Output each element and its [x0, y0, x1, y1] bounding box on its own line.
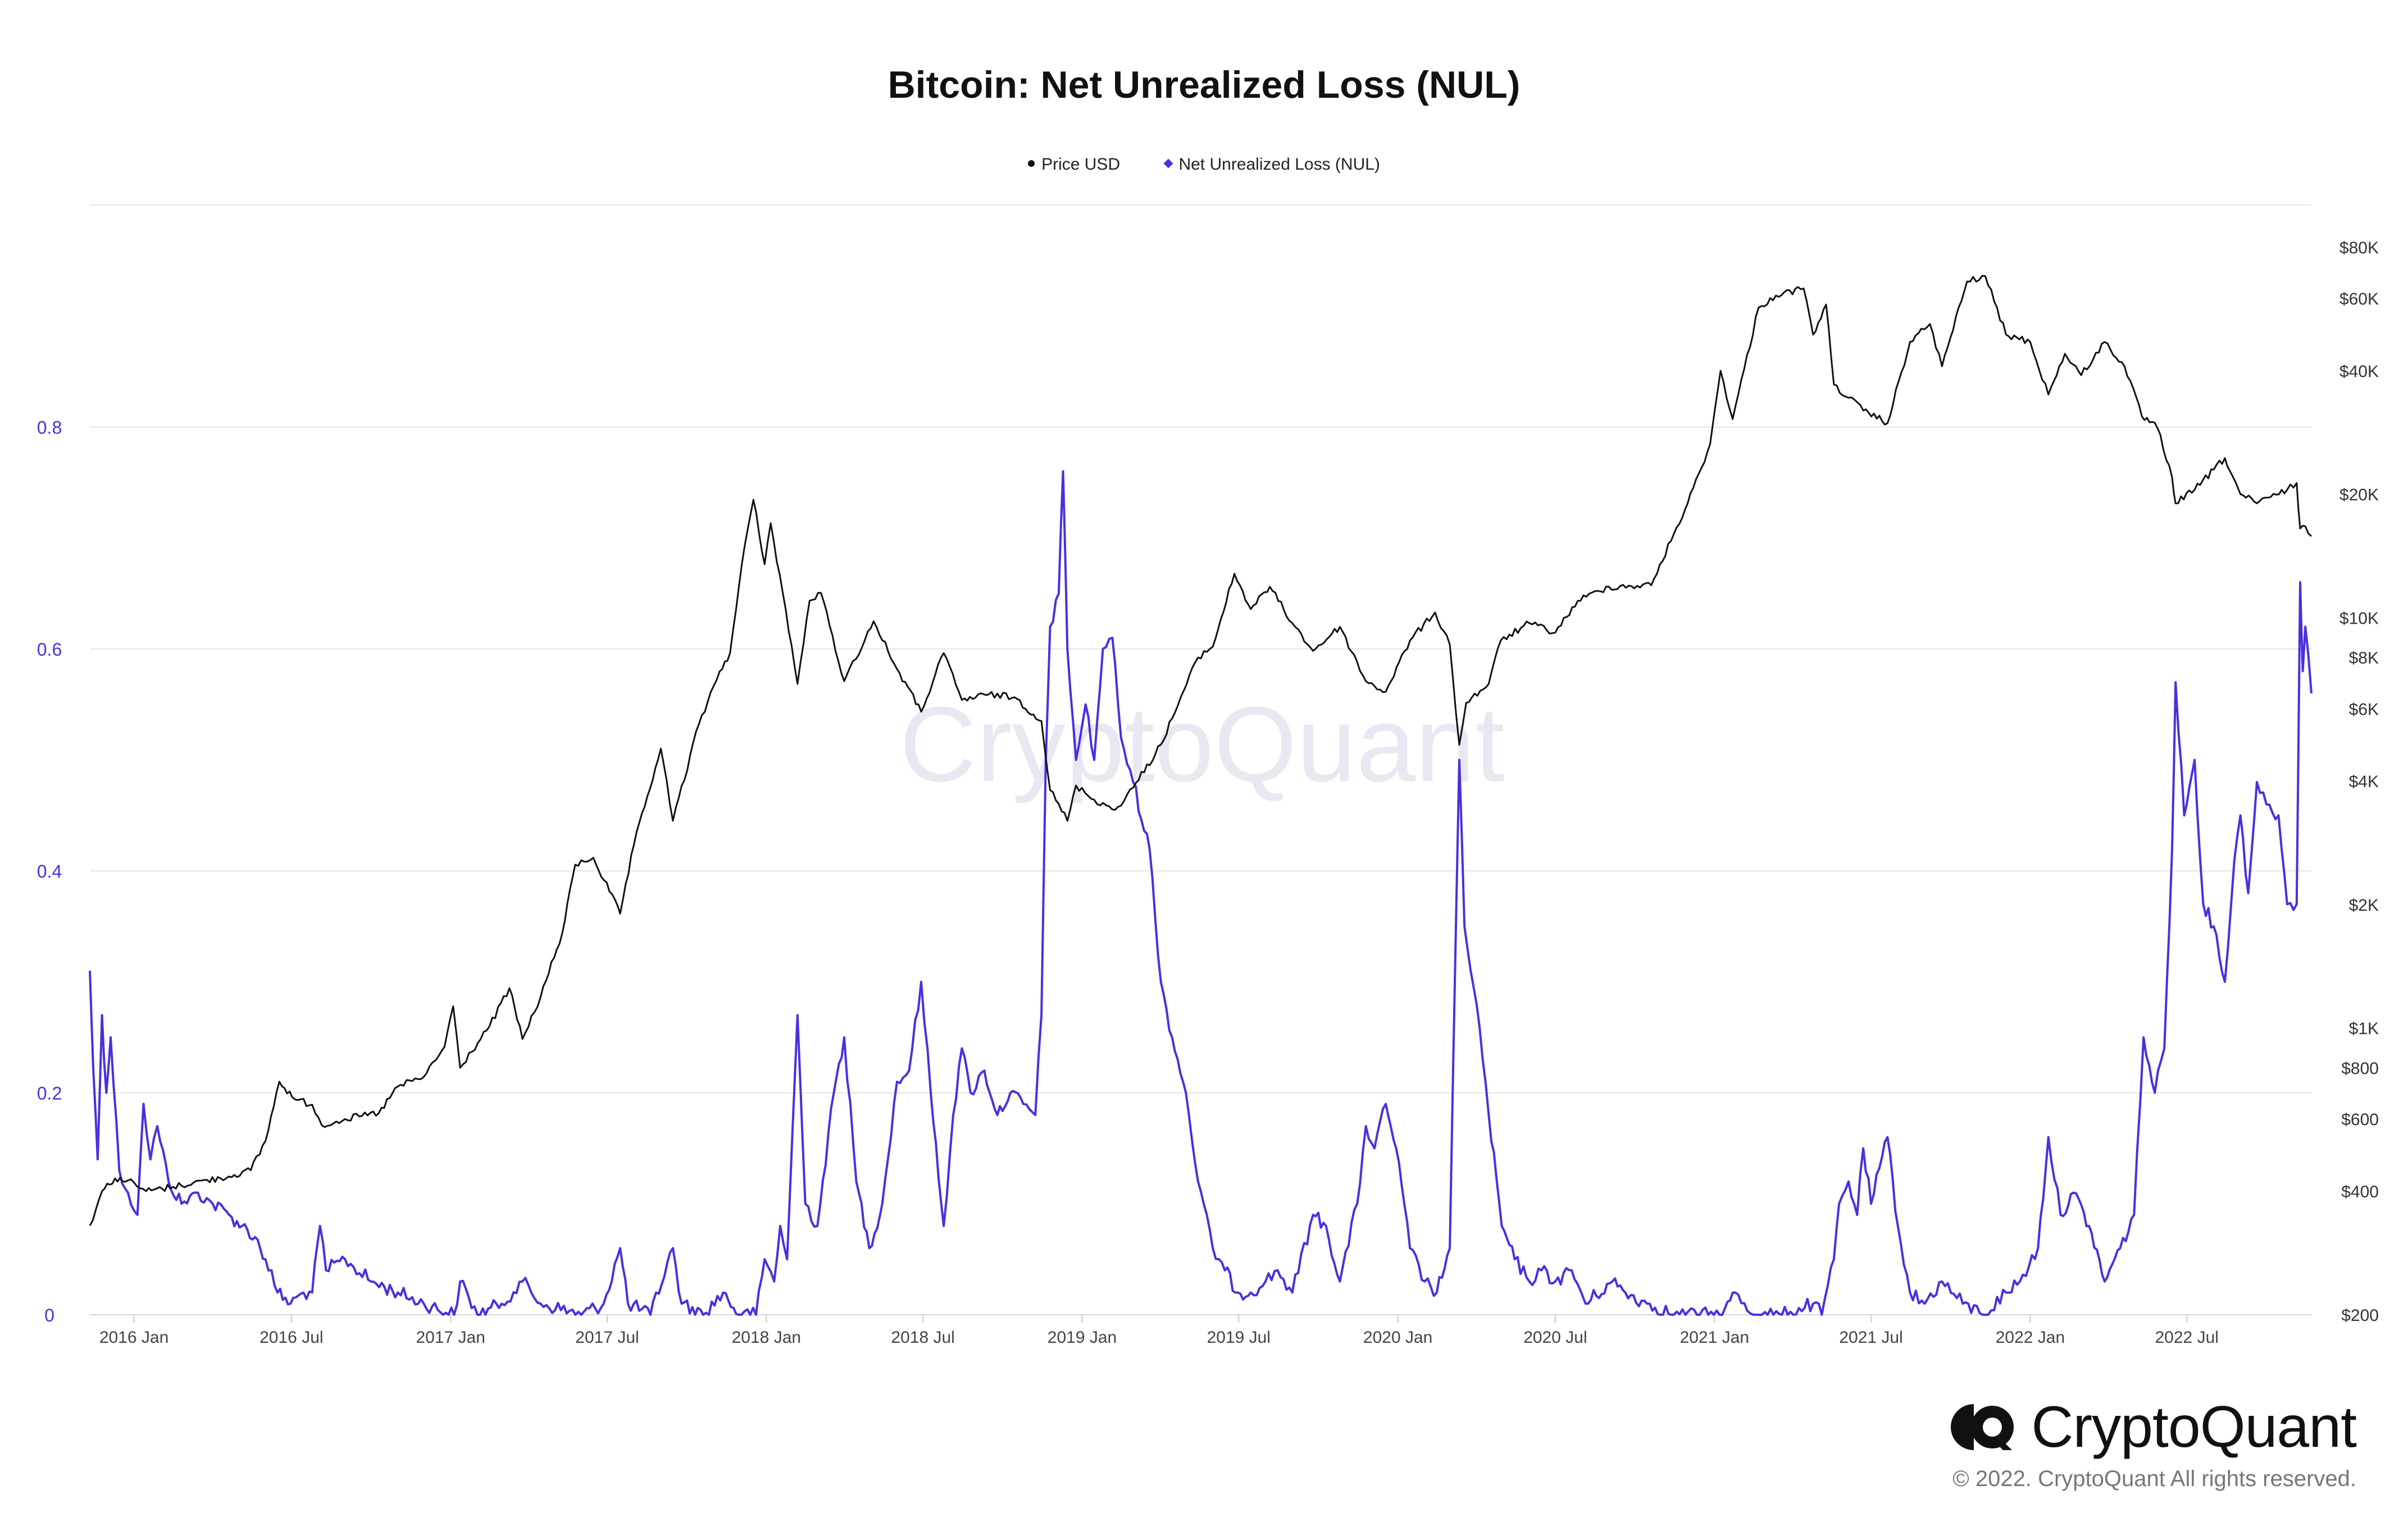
legend-item-price[interactable]: Price USD — [1028, 155, 1120, 174]
y-right-tick-label: $8K — [2349, 649, 2379, 667]
y-left-tick-label: 0.8 — [37, 417, 62, 438]
y-right-tick-label: $800 — [2341, 1059, 2379, 1078]
y-right-tick-label: $400 — [2341, 1183, 2379, 1201]
cryptoquant-logo-icon — [1949, 1402, 2015, 1452]
y-left-tick-label: 0.6 — [37, 639, 62, 660]
x-tick-label: 2021 Jul — [1839, 1328, 1902, 1347]
x-tick-label: 2022 Jul — [2155, 1328, 2219, 1347]
x-tick-label: 2017 Jul — [575, 1328, 639, 1347]
y-right-tick-label: $20K — [2339, 486, 2379, 505]
y-left-tick-label: 0 — [44, 1305, 54, 1325]
x-tick-label: 2018 Jan — [732, 1328, 801, 1347]
x-tick-label: 2022 Jan — [1996, 1328, 2065, 1347]
nul-series-line — [89, 470, 2313, 1316]
y-right-tick-label: $2K — [2349, 896, 2379, 915]
legend: Price USD Net Unrealized Loss (NUL) — [0, 155, 2408, 174]
y-right-axis: $200 $400 $600 $800 $1K $2K $4K $6K $8K $10K $20K $… — [2339, 239, 2379, 1325]
x-tick-label: 2020 Jan — [1363, 1328, 1432, 1347]
y-left-tick-label: 0.4 — [37, 861, 62, 882]
grid — [90, 426, 2311, 1315]
legend-item-nul[interactable]: Net Unrealized Loss (NUL) — [1163, 155, 1380, 174]
copyright: © 2022. CryptoQuant All rights reserved. — [1952, 1466, 2356, 1491]
y-right-tick-label: $60K — [2339, 290, 2379, 308]
x-tick-label: 2021 Jan — [1680, 1328, 1749, 1347]
y-left-tick-label: 0.2 — [37, 1083, 62, 1103]
x-tick-label: 2018 Jul — [891, 1328, 954, 1347]
y-right-tick-label: $80K — [2339, 239, 2379, 257]
x-tick-label: 2016 Jan — [99, 1328, 169, 1347]
y-right-tick-label: $1K — [2349, 1020, 2379, 1038]
y-left-axis: 0 0.2 0.4 0.6 0.8 — [37, 417, 62, 1325]
x-axis: 2016 Jan 2016 Jul 2017 Jan 2017 Jul 2018 Jan… — [99, 1315, 2219, 1347]
y-right-tick-label: $600 — [2341, 1111, 2379, 1129]
series-layer — [89, 275, 2313, 1316]
x-tick-label: 2019 Jan — [1048, 1328, 1117, 1347]
watermark: CryptoQuant — [899, 685, 1504, 804]
x-tick-label: 2016 Jul — [260, 1328, 323, 1347]
chart-title: Bitcoin: Net Unrealized Loss (NUL) — [887, 63, 1521, 106]
y-right-tick-label: $40K — [2339, 362, 2379, 381]
legend-price-marker — [1028, 160, 1035, 167]
x-tick-label: 2017 Jan — [416, 1328, 485, 1347]
legend-price-label: Price USD — [1041, 155, 1121, 174]
y-right-tick-label: $10K — [2339, 609, 2379, 628]
y-right-tick-label: $200 — [2341, 1306, 2379, 1325]
y-right-tick-label: $4K — [2349, 773, 2379, 791]
brand-name: CryptoQuant — [2031, 1394, 2357, 1460]
y-right-tick-label: $6K — [2349, 700, 2379, 719]
price-series-line — [89, 275, 2313, 1226]
x-tick-label: 2020 Jul — [1523, 1328, 1587, 1347]
legend-nul-label: Net Unrealized Loss (NUL) — [1178, 155, 1380, 174]
brand: CryptoQuant — [1949, 1393, 2357, 1461]
x-tick-label: 2019 Jul — [1207, 1328, 1271, 1347]
